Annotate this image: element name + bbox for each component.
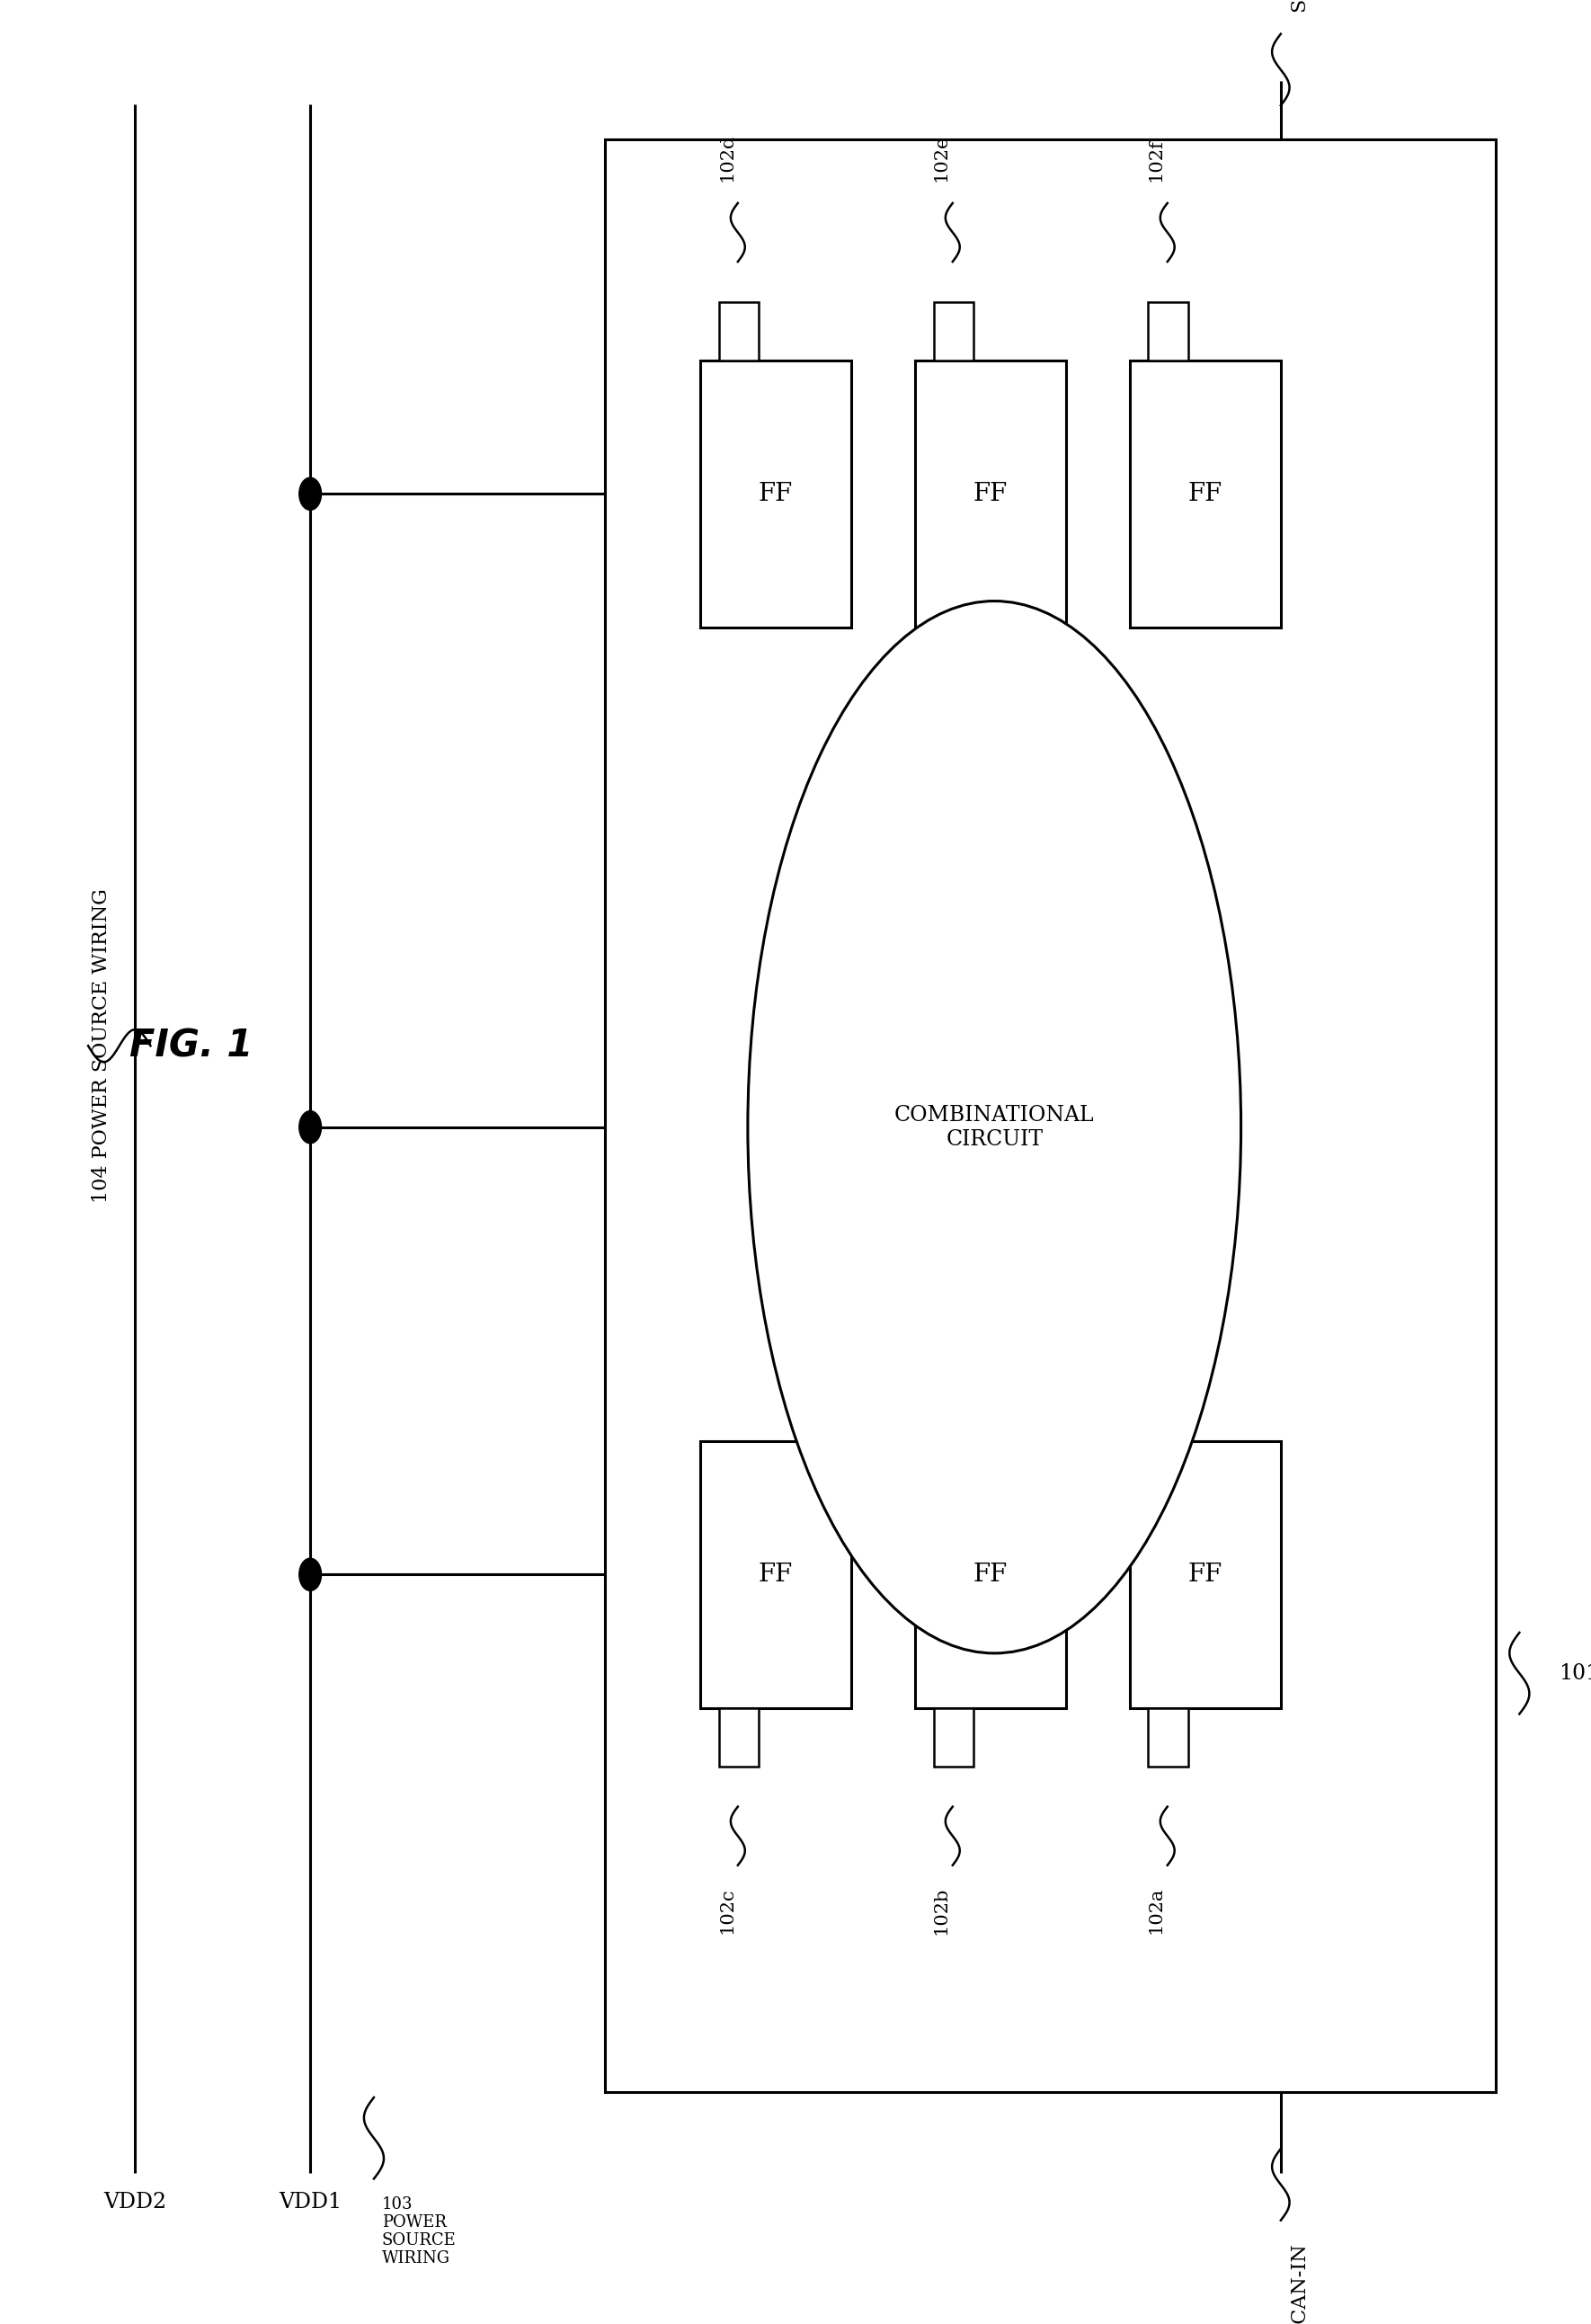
Text: 104 POWER SOURCE WIRING: 104 POWER SOURCE WIRING [92, 888, 111, 1204]
Text: FF: FF [759, 1562, 792, 1587]
Bar [1130, 360, 1281, 627]
Bar [700, 360, 851, 627]
Text: 103
POWER
SOURCE
WIRING: 103 POWER SOURCE WIRING [382, 2196, 457, 2266]
Bar [719, 302, 759, 360]
Circle shape [299, 1111, 321, 1143]
Bar [1149, 1708, 1188, 1766]
Bar [1130, 1441, 1281, 1708]
Text: COMBINATIONAL
CIRCUIT: COMBINATIONAL CIRCUIT [894, 1104, 1095, 1150]
Text: 102b: 102b [932, 1887, 950, 1936]
Bar [915, 360, 1066, 627]
Text: 102a: 102a [1147, 1887, 1165, 1934]
Bar [605, 139, 1496, 2092]
Text: SCAN-OUT: SCAN-OUT [1289, 0, 1308, 12]
Text: FF: FF [974, 1562, 1007, 1587]
Text: FIG. 1: FIG. 1 [129, 1027, 253, 1064]
Text: FF: FF [1188, 1562, 1222, 1587]
Bar [700, 1441, 851, 1708]
Text: 102d: 102d [718, 132, 735, 181]
Circle shape [299, 1557, 321, 1590]
Text: 101: 101 [1559, 1664, 1591, 1683]
Text: VDD1: VDD1 [278, 2192, 342, 2212]
Bar [719, 1708, 759, 1766]
Text: FF: FF [974, 481, 1007, 507]
Bar [1149, 302, 1188, 360]
Text: FF: FF [1188, 481, 1222, 507]
Ellipse shape [748, 602, 1241, 1652]
Bar [934, 302, 974, 360]
Circle shape [299, 479, 321, 511]
Text: 102e: 102e [932, 135, 950, 181]
Text: FF: FF [759, 481, 792, 507]
Text: VDD2: VDD2 [103, 2192, 167, 2212]
Text: 102c: 102c [718, 1887, 735, 1934]
Bar [934, 1708, 974, 1766]
Bar [915, 1441, 1066, 1708]
Text: 102f: 102f [1147, 139, 1165, 181]
Text: SCAN-IN: SCAN-IN [1289, 2243, 1308, 2324]
